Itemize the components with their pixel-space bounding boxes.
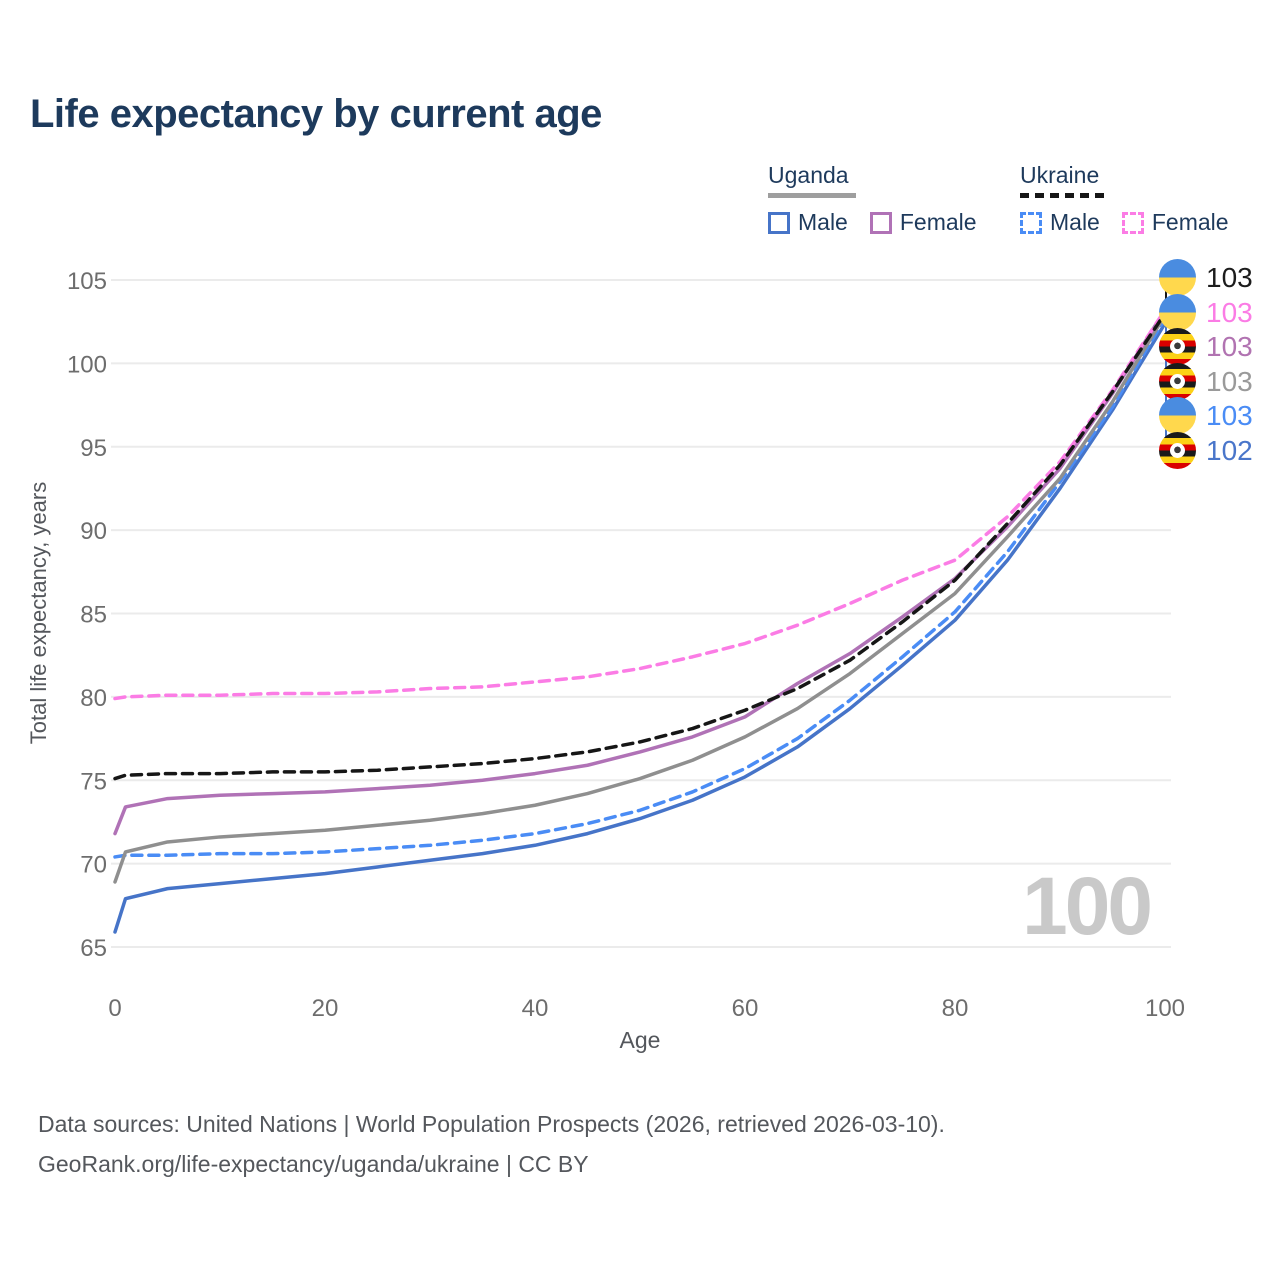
y-tick-105: 105 bbox=[67, 268, 107, 295]
y-tick-90: 90 bbox=[80, 518, 107, 545]
series-line-uganda-female bbox=[113, 308, 1167, 836]
y-tick-100: 100 bbox=[67, 351, 107, 378]
legend-item-ukraine-female[interactable]: Female bbox=[1121, 209, 1229, 236]
series-line-uganda-total bbox=[113, 313, 1167, 884]
age-frame-watermark: 100 bbox=[1022, 861, 1153, 952]
y-tick-80: 80 bbox=[80, 685, 107, 712]
series-line-ukraine-female bbox=[113, 308, 1167, 701]
y-axis-title: Total life expectancy, years bbox=[26, 482, 51, 745]
legend-label-uganda-female: Female bbox=[899, 209, 977, 235]
y-tick-95: 95 bbox=[80, 435, 107, 462]
x-tick-0: 0 bbox=[108, 995, 121, 1022]
x-tick-40: 40 bbox=[522, 995, 549, 1022]
legend-item-ukraine-male[interactable]: Male bbox=[1020, 209, 1100, 236]
legend-swatch-ukraine-female bbox=[1121, 211, 1144, 234]
legend-swatch-uganda-male bbox=[768, 211, 790, 234]
legend-item-uganda-male[interactable]: Male bbox=[768, 209, 848, 236]
legend-line-sample-solid bbox=[768, 193, 856, 198]
legend-label-uganda-male: Male bbox=[798, 209, 848, 235]
y-tick-75: 75 bbox=[80, 768, 107, 795]
x-tick-100: 100 bbox=[1145, 995, 1185, 1022]
legend-swatch-ukraine-male bbox=[1020, 211, 1042, 234]
series-line-uganda-male bbox=[113, 321, 1167, 934]
legend-item-uganda-female[interactable]: Female bbox=[869, 209, 977, 236]
x-tick-20: 20 bbox=[312, 995, 339, 1022]
y-tick-70: 70 bbox=[80, 852, 107, 879]
legend-label-ukraine-male: Male bbox=[1050, 209, 1100, 235]
legend-group-ukraine: Ukraine Male Female bbox=[1020, 162, 1229, 236]
footer: Data sources: United Nations | World Pop… bbox=[38, 1104, 945, 1184]
y-tick-85: 85 bbox=[80, 602, 107, 629]
x-tick-60: 60 bbox=[732, 995, 759, 1022]
x-tick-80: 80 bbox=[942, 995, 969, 1022]
legend-group-title-uganda[interactable]: Uganda bbox=[768, 162, 849, 188]
legend-line-sample-dashed bbox=[1020, 193, 1108, 198]
x-axis-title: Age bbox=[620, 1027, 661, 1053]
legend-group-uganda: Uganda Male Female bbox=[768, 162, 977, 236]
page-title: Life expectancy by current age bbox=[30, 92, 602, 136]
series-line-ukraine-total bbox=[113, 311, 1167, 781]
legend-swatch-uganda-female bbox=[869, 211, 892, 234]
footer-data-sources: Data sources: United Nations | World Pop… bbox=[38, 1111, 945, 1137]
legend-label-ukraine-female: Female bbox=[1151, 209, 1229, 235]
series-line-ukraine-male bbox=[113, 316, 1167, 859]
footer-attribution: GeoRank.org/life-expectancy/uganda/ukrai… bbox=[38, 1151, 589, 1177]
y-tick-65: 65 bbox=[80, 935, 107, 962]
legend-group-title-ukraine[interactable]: Ukraine bbox=[1020, 162, 1100, 188]
